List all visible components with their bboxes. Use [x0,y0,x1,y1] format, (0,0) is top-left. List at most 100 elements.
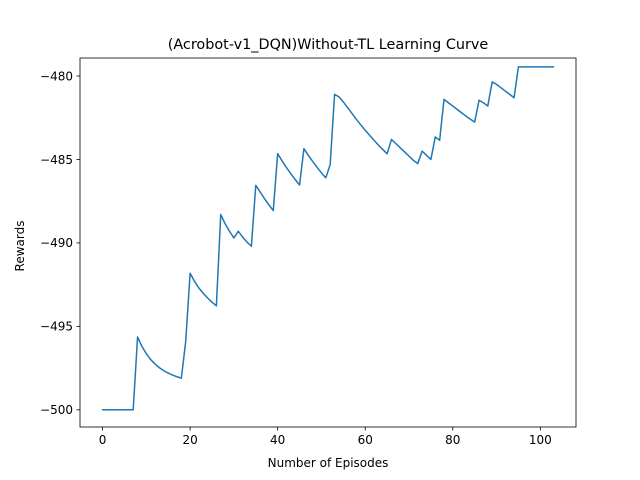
data-point [443,99,444,100]
data-point [242,236,243,237]
data-point [264,198,265,199]
data-point [295,179,296,180]
data-point [316,167,317,168]
data-point [430,159,431,160]
data-point [198,287,199,288]
y-axis-ticks: −500 −495 −490 −485 −480 [40,69,80,417]
data-point [312,161,313,162]
data-point [115,409,116,410]
data-point [548,66,549,67]
data-point [290,173,291,174]
data-point [391,139,392,140]
data-point [509,94,510,95]
data-point [448,102,449,103]
data-point [356,119,357,120]
data-point [146,353,147,354]
data-point [334,94,335,95]
data-point [321,172,322,173]
data-point [308,155,309,156]
x-tick-label: 20 [182,433,197,447]
data-point [119,409,120,410]
data-point [216,305,217,306]
data-point [273,210,274,211]
data-point [229,231,230,232]
y-tick-label: −480 [40,69,73,83]
data-point [400,147,401,148]
x-axis-label: Number of Episodes [268,456,389,470]
data-point [168,372,169,373]
data-point [487,105,488,106]
data-point [128,409,129,410]
data-point [106,409,107,410]
data-point [439,140,440,141]
x-tick-label: 80 [445,433,460,447]
data-point [246,241,247,242]
data-point [220,214,221,215]
data-point [225,223,226,224]
data-point [417,163,418,164]
data-point [176,376,177,377]
data-point [181,378,182,379]
data-point [527,66,528,67]
data-point [141,346,142,347]
x-tick-label: 100 [529,433,552,447]
data-point [238,231,239,232]
data-point [150,359,151,360]
data-point [483,102,484,103]
data-point [194,281,195,282]
data-point [373,140,374,141]
data-point [474,121,475,122]
x-tick-label: 60 [358,433,373,447]
data-point [133,409,134,410]
data-point [531,66,532,67]
data-point [255,185,256,186]
data-point [413,160,414,161]
data-point [351,113,352,114]
series-line [101,66,555,411]
y-tick-label: −500 [40,403,73,417]
data-point [365,130,366,131]
data-point [299,184,300,185]
data-point [518,66,519,67]
data-point [540,66,541,67]
data-point [535,66,536,67]
x-tick-label: 40 [270,433,285,447]
data-point [360,124,361,125]
data-point [395,143,396,144]
data-point [500,87,501,88]
x-axis-ticks: 0 20 40 60 80 100 [99,427,552,447]
y-tick-label: −490 [40,236,73,250]
data-point [286,167,287,168]
data-point [426,155,427,156]
data-point [408,156,409,157]
data-point [330,164,331,165]
data-point [492,81,493,82]
data-point [387,153,388,154]
data-point [185,341,186,342]
data-point [325,177,326,178]
data-point [233,237,234,238]
data-point [111,409,112,410]
data-point [553,66,554,67]
data-point [154,363,155,364]
data-point [457,109,458,110]
data-point [303,148,304,149]
data-point [207,297,208,298]
data-point [211,302,212,303]
data-point [137,336,138,337]
data-point [124,409,125,410]
data-point [461,112,462,113]
data-point [435,136,436,137]
data-point [203,293,204,294]
data-point [260,191,261,192]
data-point [172,375,173,376]
data-point [496,84,497,85]
data-point [404,151,405,152]
plot-area [101,66,555,411]
data-point [338,96,339,97]
y-axis-label: Rewards [13,221,27,272]
data-point [522,66,523,67]
data-point [268,204,269,205]
data-point [102,409,103,410]
